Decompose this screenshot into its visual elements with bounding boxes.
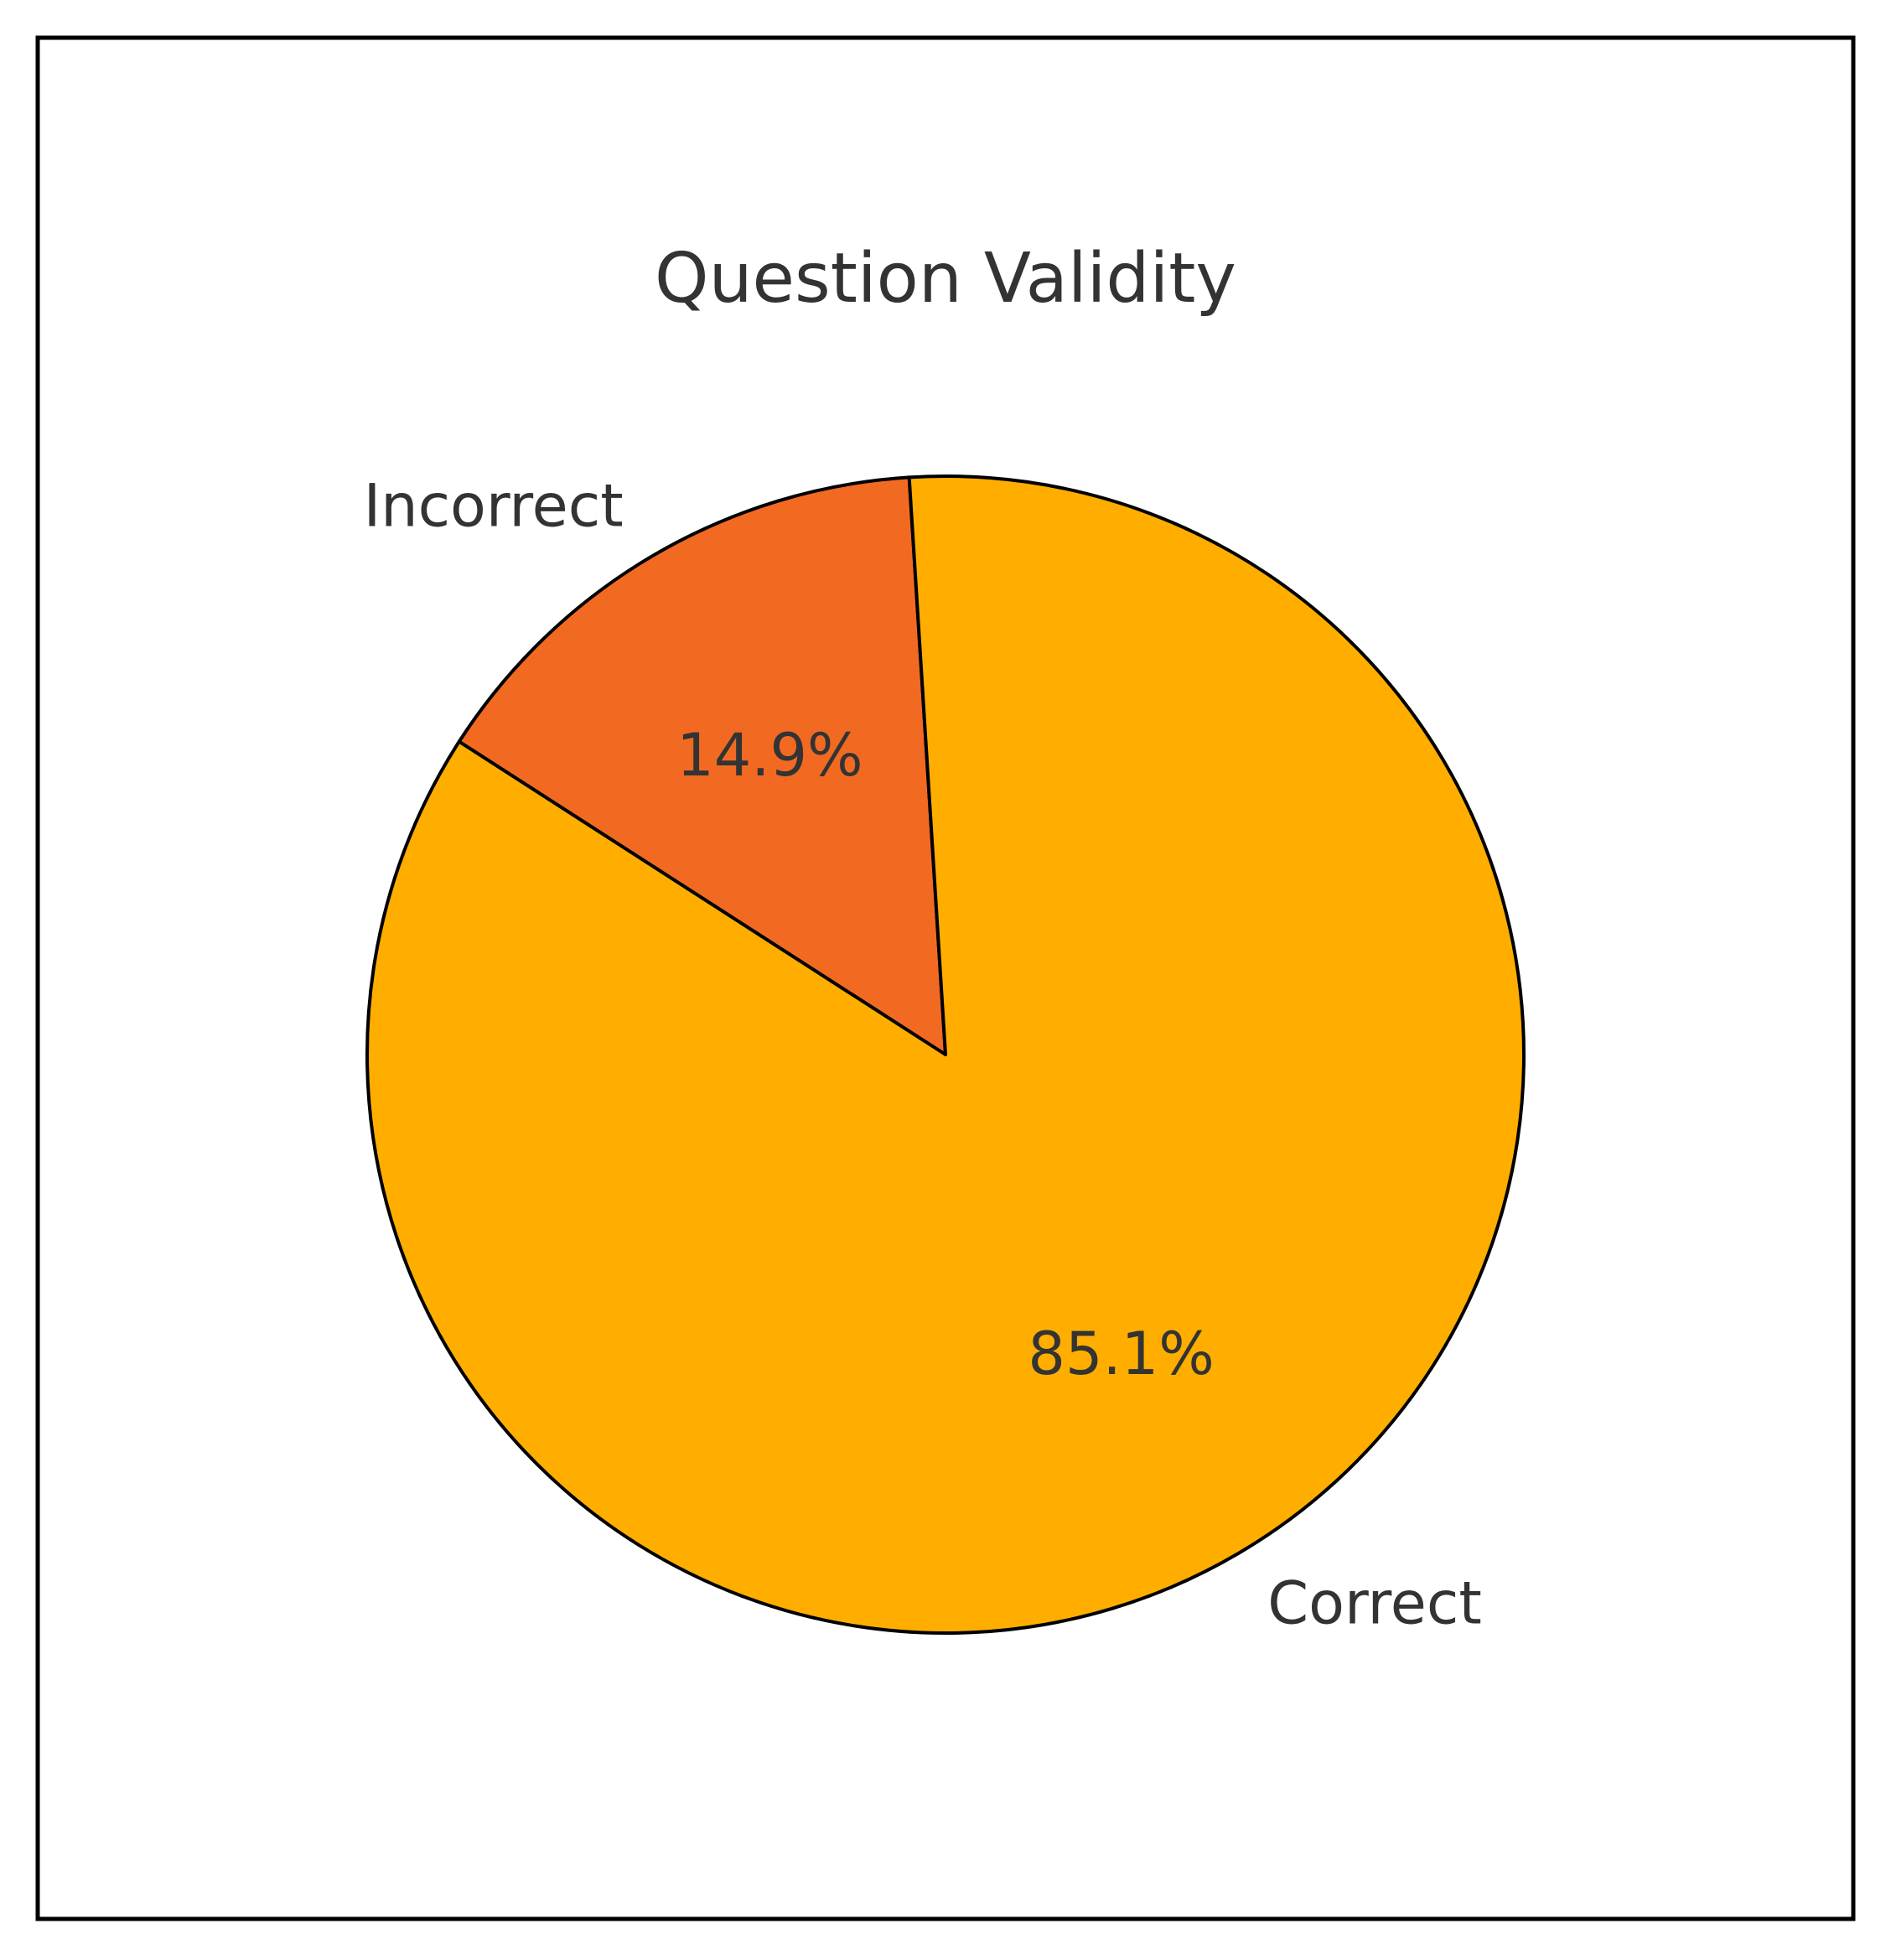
pie-slices bbox=[365, 474, 1526, 1635]
pie-slice-incorrect bbox=[457, 475, 947, 1056]
pie-labels: 14.9% Incorrect 85.1% Correct bbox=[364, 471, 1482, 1637]
pie-category-label-incorrect: Incorrect bbox=[364, 471, 624, 540]
pie-value-label-incorrect: 14.9% bbox=[676, 721, 863, 790]
pie-category-label-correct: Correct bbox=[1267, 1569, 1482, 1638]
pie-value-label-correct: 85.1% bbox=[1028, 1320, 1214, 1388]
chart-title: Question Validity bbox=[655, 239, 1236, 319]
pie-slice-correct bbox=[365, 474, 1526, 1635]
